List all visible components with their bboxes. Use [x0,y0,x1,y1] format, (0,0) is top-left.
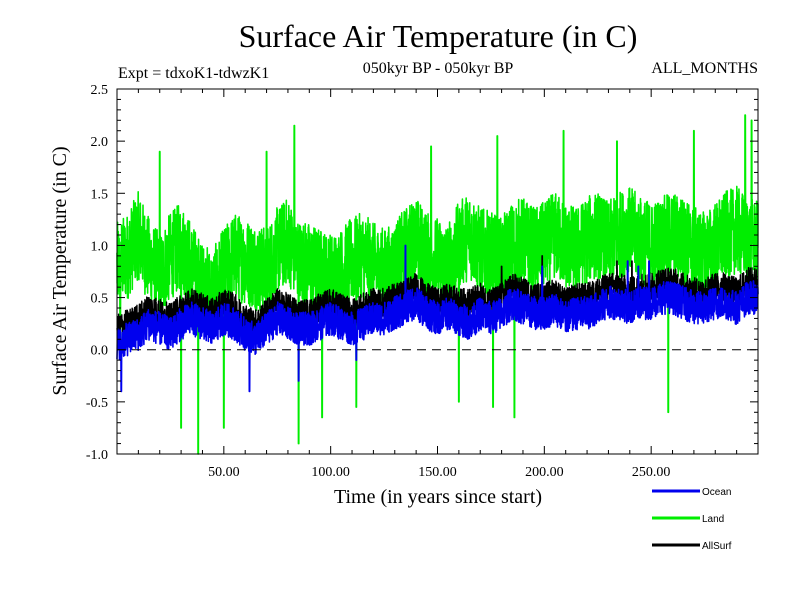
legend: Ocean Land AllSurf [652,487,732,552]
y-axis: -1.0 -0.5 0.0 0.5 1.0 1.5 2.0 2.5 [86,83,758,463]
period-label: 050kyr BP - 050kyr BP [363,60,514,77]
y-tick-label: 2.5 [91,83,109,98]
months-label: ALL_MONTHS [651,60,758,77]
x-tick-label: 150.00 [418,465,457,480]
x-tick-label: 50.00 [208,465,240,480]
x-tick-label: 200.00 [525,465,564,480]
y-tick-label: 0.5 [91,292,109,307]
legend-label-land: Land [702,514,724,525]
x-tick-label: 250.00 [632,465,671,480]
series-line-land [116,114,759,455]
y-axis-label: Surface Air Temperature (in C) [49,146,71,395]
y-tick-label: -1.0 [86,448,108,463]
series-layer [116,114,759,455]
legend-label-allsurf: AllSurf [702,541,732,552]
y-tick-label: 1.5 [91,187,109,202]
x-tick-label: 100.00 [311,465,350,480]
y-tick-label: 1.0 [91,239,109,254]
y-tick-label: 0.0 [91,344,109,359]
y-tick-label: 2.0 [91,135,109,150]
series-line-ocean [116,244,759,393]
chart-title: Surface Air Temperature (in C) [239,18,638,54]
legend-label-ocean: Ocean [702,487,731,498]
x-axis: 50.00 100.00 150.00 200.00 250.00 [137,89,738,480]
x-axis-label: Time (in years since start) [334,486,542,508]
experiment-label: Expt = tdxoK1-tdwzK1 [118,65,269,82]
y-tick-label: -0.5 [86,396,108,411]
plot-area [116,88,759,455]
